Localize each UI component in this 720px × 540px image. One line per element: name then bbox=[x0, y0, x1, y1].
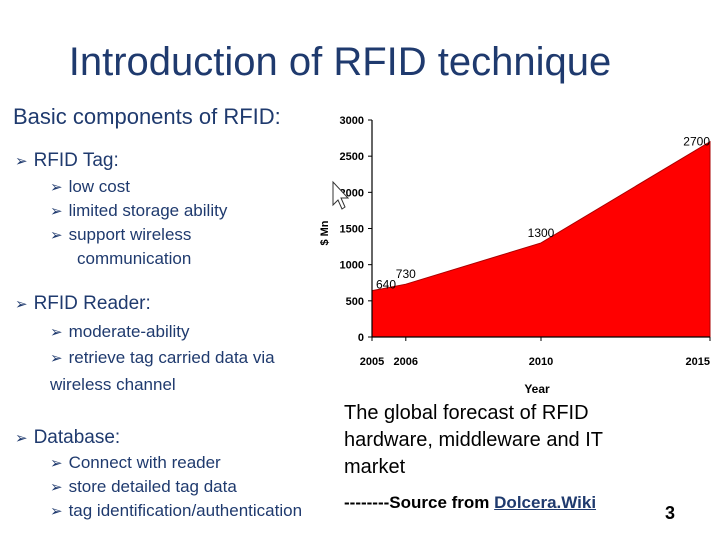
x-axis-label: Year bbox=[524, 382, 550, 396]
y-tick-label: 1000 bbox=[340, 260, 364, 272]
x-tick-label: 2005 bbox=[360, 356, 384, 368]
arrow-bullet-icon: ➢ bbox=[50, 203, 63, 220]
page-number: 3 bbox=[665, 503, 676, 523]
arrow-bullet-icon: ➢ bbox=[15, 430, 28, 447]
arrow-bullet-icon: ➢ bbox=[50, 227, 63, 244]
arrow-bullet-icon: ➢ bbox=[50, 350, 63, 367]
section-heading-tag: ➢ RFID Tag: bbox=[15, 150, 119, 171]
list-item: ➢ Connect with reader bbox=[50, 453, 221, 472]
source-link[interactable]: Dolcera.Wiki bbox=[494, 493, 597, 512]
y-tick-label: 0 bbox=[358, 332, 364, 344]
y-tick-label: 500 bbox=[346, 296, 364, 308]
list-item: ➢ store detailed tag data bbox=[50, 477, 237, 496]
y-axis-label: $ Mn bbox=[319, 220, 331, 245]
y-tick-label: 2500 bbox=[340, 151, 364, 163]
caption-line: hardware, middleware and IT bbox=[344, 429, 604, 451]
list-item: ➢ retrieve tag carried data via bbox=[50, 348, 275, 367]
x-tick-label: 2015 bbox=[686, 356, 710, 368]
cursor-icon bbox=[332, 180, 350, 210]
list-item: ➢ tag identification/authentication bbox=[50, 501, 303, 520]
caption-line: market bbox=[344, 456, 406, 478]
section-heading-database: ➢ Database: bbox=[15, 427, 121, 448]
y-tick-label: 3000 bbox=[340, 115, 364, 127]
list-item-continuation: communication bbox=[77, 249, 192, 268]
arrow-bullet-icon: ➢ bbox=[50, 179, 63, 196]
chart-caption: The global forecast of RFID hardware, mi… bbox=[344, 400, 674, 481]
caption-line: The global forecast of RFID bbox=[344, 402, 589, 424]
x-tick-label: 2006 bbox=[394, 356, 418, 368]
x-tick-label: 2010 bbox=[529, 356, 553, 368]
slide-subtitle: Basic components of RFID: bbox=[13, 104, 281, 129]
arrow-bullet-icon: ➢ bbox=[15, 153, 28, 170]
y-tick-label: 1500 bbox=[340, 224, 364, 236]
list-item-continuation: wireless channel bbox=[50, 375, 176, 394]
list-item: ➢ low cost bbox=[50, 177, 130, 196]
arrow-bullet-icon: ➢ bbox=[50, 324, 63, 341]
list-item: ➢ limited storage ability bbox=[50, 201, 228, 220]
section-heading-reader: ➢ RFID Reader: bbox=[15, 293, 151, 314]
source-prefix: --------Source from bbox=[344, 493, 495, 512]
slide-title: Introduction of RFID technique bbox=[68, 40, 612, 84]
data-label: 640 bbox=[376, 278, 396, 292]
arrow-bullet-icon: ➢ bbox=[50, 455, 63, 472]
arrow-bullet-icon: ➢ bbox=[15, 296, 28, 313]
data-label: 730 bbox=[396, 267, 416, 281]
source-attribution: --------Source from Dolcera.Wiki bbox=[344, 493, 596, 513]
arrow-bullet-icon: ➢ bbox=[50, 479, 63, 496]
list-item: ➢ moderate-ability bbox=[50, 322, 190, 341]
data-label: 2700 bbox=[683, 135, 710, 149]
arrow-bullet-icon: ➢ bbox=[50, 503, 63, 520]
data-label: 1300 bbox=[528, 226, 555, 240]
list-item: ➢ support wireless bbox=[50, 225, 192, 244]
